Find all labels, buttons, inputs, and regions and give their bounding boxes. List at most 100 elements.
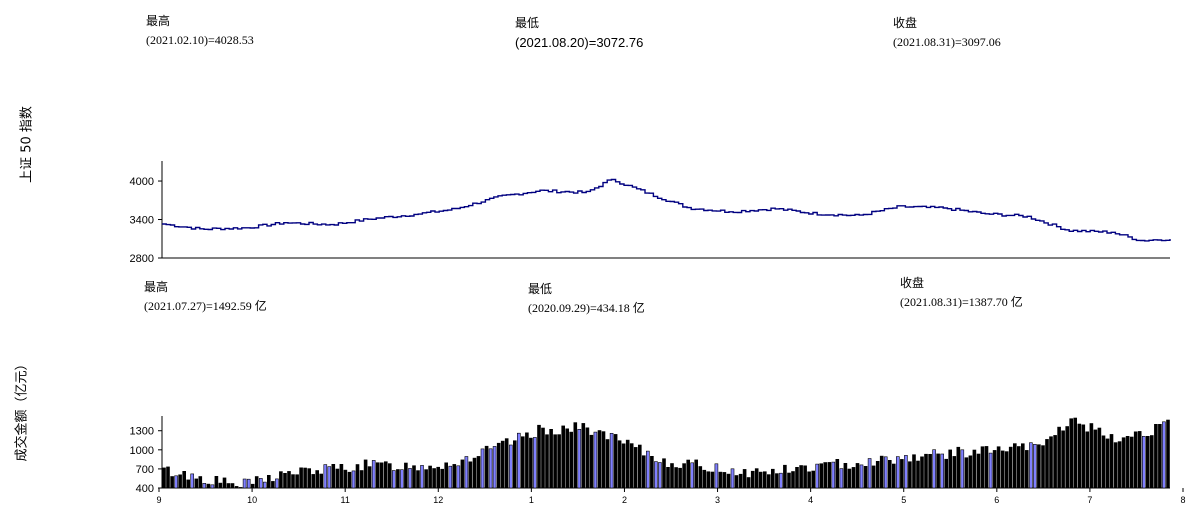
volume-bar bbox=[492, 446, 497, 489]
volume-low-label: 最低 bbox=[528, 282, 553, 296]
volume-bar bbox=[432, 468, 436, 489]
volume-bar bbox=[202, 482, 207, 489]
index-low-label: 最低 bbox=[515, 16, 540, 30]
volume-bar bbox=[589, 434, 594, 489]
volume-bar bbox=[170, 476, 174, 489]
volume-bar bbox=[448, 465, 453, 489]
volume-bar bbox=[988, 452, 993, 489]
volume-bar bbox=[404, 462, 408, 489]
volume-bar bbox=[633, 447, 638, 489]
volume-bar bbox=[799, 465, 803, 489]
volume-bar bbox=[307, 468, 312, 489]
volume-bar bbox=[331, 463, 336, 489]
volume-bar bbox=[670, 463, 674, 489]
volume-bar bbox=[359, 470, 364, 489]
volume-bar bbox=[1025, 450, 1029, 489]
volume-bar bbox=[1125, 435, 1130, 489]
volume-bar bbox=[468, 461, 473, 489]
volume-bar bbox=[206, 483, 211, 489]
volume-bar bbox=[1053, 435, 1057, 489]
volume-high-value: (2021.07.27)=1492.59 亿 bbox=[144, 299, 267, 313]
volume-bar bbox=[674, 467, 678, 489]
volume-bar bbox=[956, 446, 961, 489]
volume-bar bbox=[593, 431, 598, 489]
volume-bar bbox=[444, 462, 449, 489]
volume-bar bbox=[823, 462, 828, 489]
index-close-label: 收盘 bbox=[893, 16, 918, 30]
volume-bar bbox=[968, 455, 973, 489]
volume-bar bbox=[178, 474, 182, 489]
x-axis: 9 10 11 12 1 2 3 4 5 6 7 8 bbox=[156, 488, 1186, 505]
volume-bar bbox=[428, 465, 432, 489]
volume-bar bbox=[706, 471, 711, 489]
volume-bar bbox=[1045, 439, 1049, 489]
volume-bar bbox=[964, 457, 969, 489]
volume-bar bbox=[617, 440, 622, 489]
volume-bar bbox=[928, 453, 932, 489]
volume-bar bbox=[343, 469, 348, 489]
volume-bar bbox=[1137, 431, 1142, 489]
volume-bar bbox=[980, 446, 985, 489]
x-tick-label: 11 bbox=[341, 495, 350, 505]
volume-bar bbox=[375, 462, 380, 489]
volume-bar bbox=[758, 471, 763, 489]
volume-bar bbox=[412, 465, 416, 489]
volume-bar bbox=[1158, 423, 1162, 489]
volume-bar bbox=[1065, 426, 1069, 489]
volume-bar bbox=[416, 470, 420, 489]
volume-bar bbox=[710, 471, 715, 489]
volume-bar bbox=[525, 432, 529, 489]
volume-bar bbox=[867, 458, 872, 489]
volume-bar bbox=[811, 470, 816, 489]
volume-bar bbox=[512, 440, 517, 489]
volume-bar bbox=[279, 471, 283, 489]
volume-bar bbox=[730, 468, 735, 489]
volume-bar bbox=[1105, 438, 1110, 489]
volume-bar bbox=[400, 469, 404, 489]
volume-bar bbox=[275, 478, 279, 489]
volume-bar bbox=[291, 474, 295, 489]
volume-bar bbox=[791, 471, 795, 489]
volume-bar bbox=[1049, 436, 1053, 489]
x-tick-label: 12 bbox=[433, 495, 443, 505]
volume-bar bbox=[198, 476, 203, 489]
volume-low-stat: 最低 (2020.09.29)=434.18 亿 bbox=[528, 280, 645, 318]
volume-bar bbox=[464, 456, 469, 489]
volume-bar bbox=[529, 437, 533, 489]
volume-bar bbox=[319, 473, 324, 489]
volume-bar bbox=[625, 439, 630, 489]
volume-bar bbox=[690, 462, 695, 489]
volume-bar bbox=[762, 471, 767, 489]
volume-bar bbox=[335, 468, 340, 489]
volume-bar bbox=[879, 455, 884, 489]
volume-bar bbox=[266, 474, 271, 489]
volume-bar bbox=[504, 438, 509, 489]
volume-close-label: 收盘 bbox=[900, 276, 925, 290]
index-high-value: (2021.02.10)=4028.53 bbox=[146, 33, 254, 47]
volume-bar bbox=[883, 456, 888, 489]
volume-bar bbox=[645, 450, 650, 489]
volume-bar bbox=[387, 463, 392, 489]
volume-bar bbox=[565, 428, 570, 489]
volume-bar bbox=[440, 468, 445, 489]
volume-bar bbox=[851, 467, 856, 489]
volume-bar bbox=[283, 472, 287, 489]
volume-bar bbox=[557, 434, 561, 489]
volume-bar bbox=[629, 443, 634, 489]
volume-bar bbox=[424, 469, 428, 489]
x-tick-label: 4 bbox=[808, 495, 813, 505]
volume-bar bbox=[182, 470, 186, 489]
volume-bar bbox=[815, 463, 820, 489]
volume-bar bbox=[904, 455, 908, 489]
volume-bar bbox=[553, 434, 557, 489]
volume-bar bbox=[238, 487, 243, 489]
x-tick-label: 8 bbox=[1180, 495, 1185, 505]
volume-bar bbox=[960, 449, 965, 489]
volume-bar bbox=[1166, 419, 1170, 489]
index-close-stat: 收盘 (2021.08.31)=3097.06 bbox=[893, 14, 1001, 52]
volume-bar bbox=[315, 470, 320, 489]
volume-bar bbox=[230, 483, 235, 489]
volume-bar bbox=[831, 461, 836, 489]
volume-bar bbox=[250, 483, 255, 489]
